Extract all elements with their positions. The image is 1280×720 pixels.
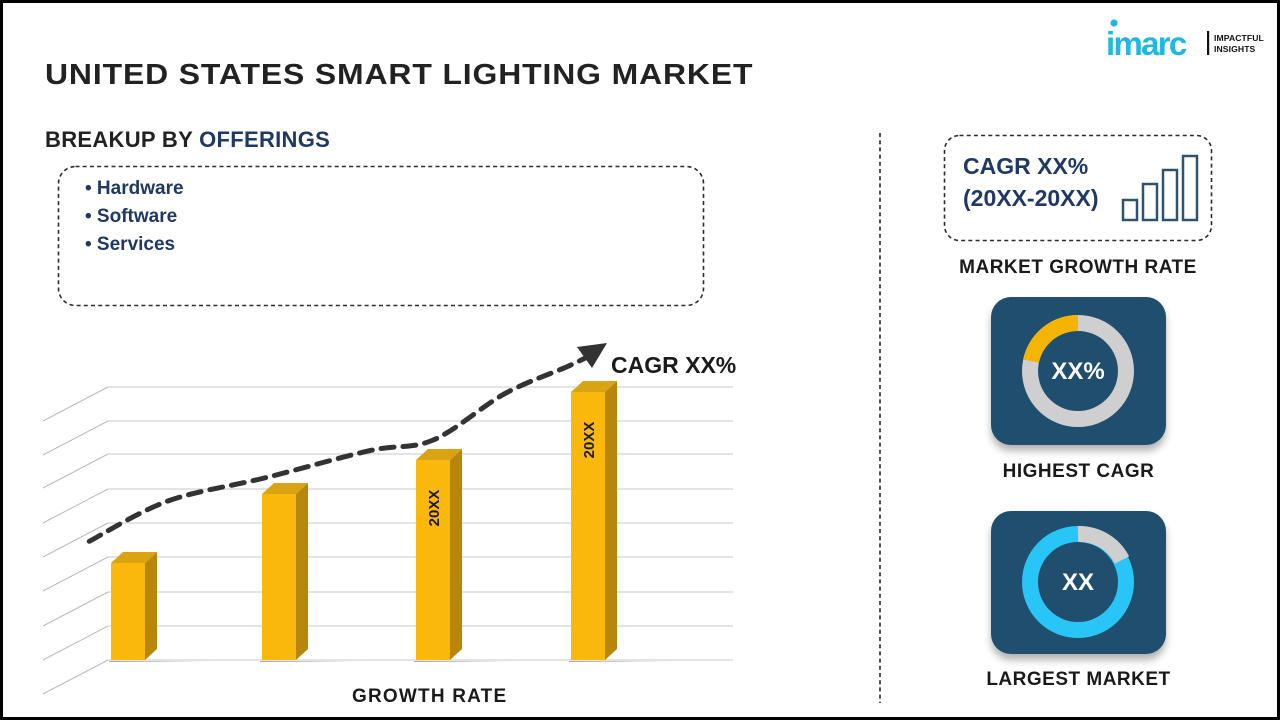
svg-text:imarc: imarc: [1108, 25, 1187, 62]
svg-text:GROWTH RATE: GROWTH RATE: [352, 686, 507, 707]
svg-text:20XX: 20XX: [426, 490, 443, 527]
svg-text:20XX: 20XX: [581, 422, 598, 459]
svg-text:IMPACTFUL: IMPACTFUL: [1214, 33, 1264, 43]
svg-text:XX%: XX%: [1051, 358, 1104, 385]
svg-text:INSIGHTS: INSIGHTS: [1214, 44, 1256, 54]
svg-text:CAGR XX%: CAGR XX%: [611, 352, 736, 378]
svg-text:XX: XX: [1062, 569, 1094, 596]
